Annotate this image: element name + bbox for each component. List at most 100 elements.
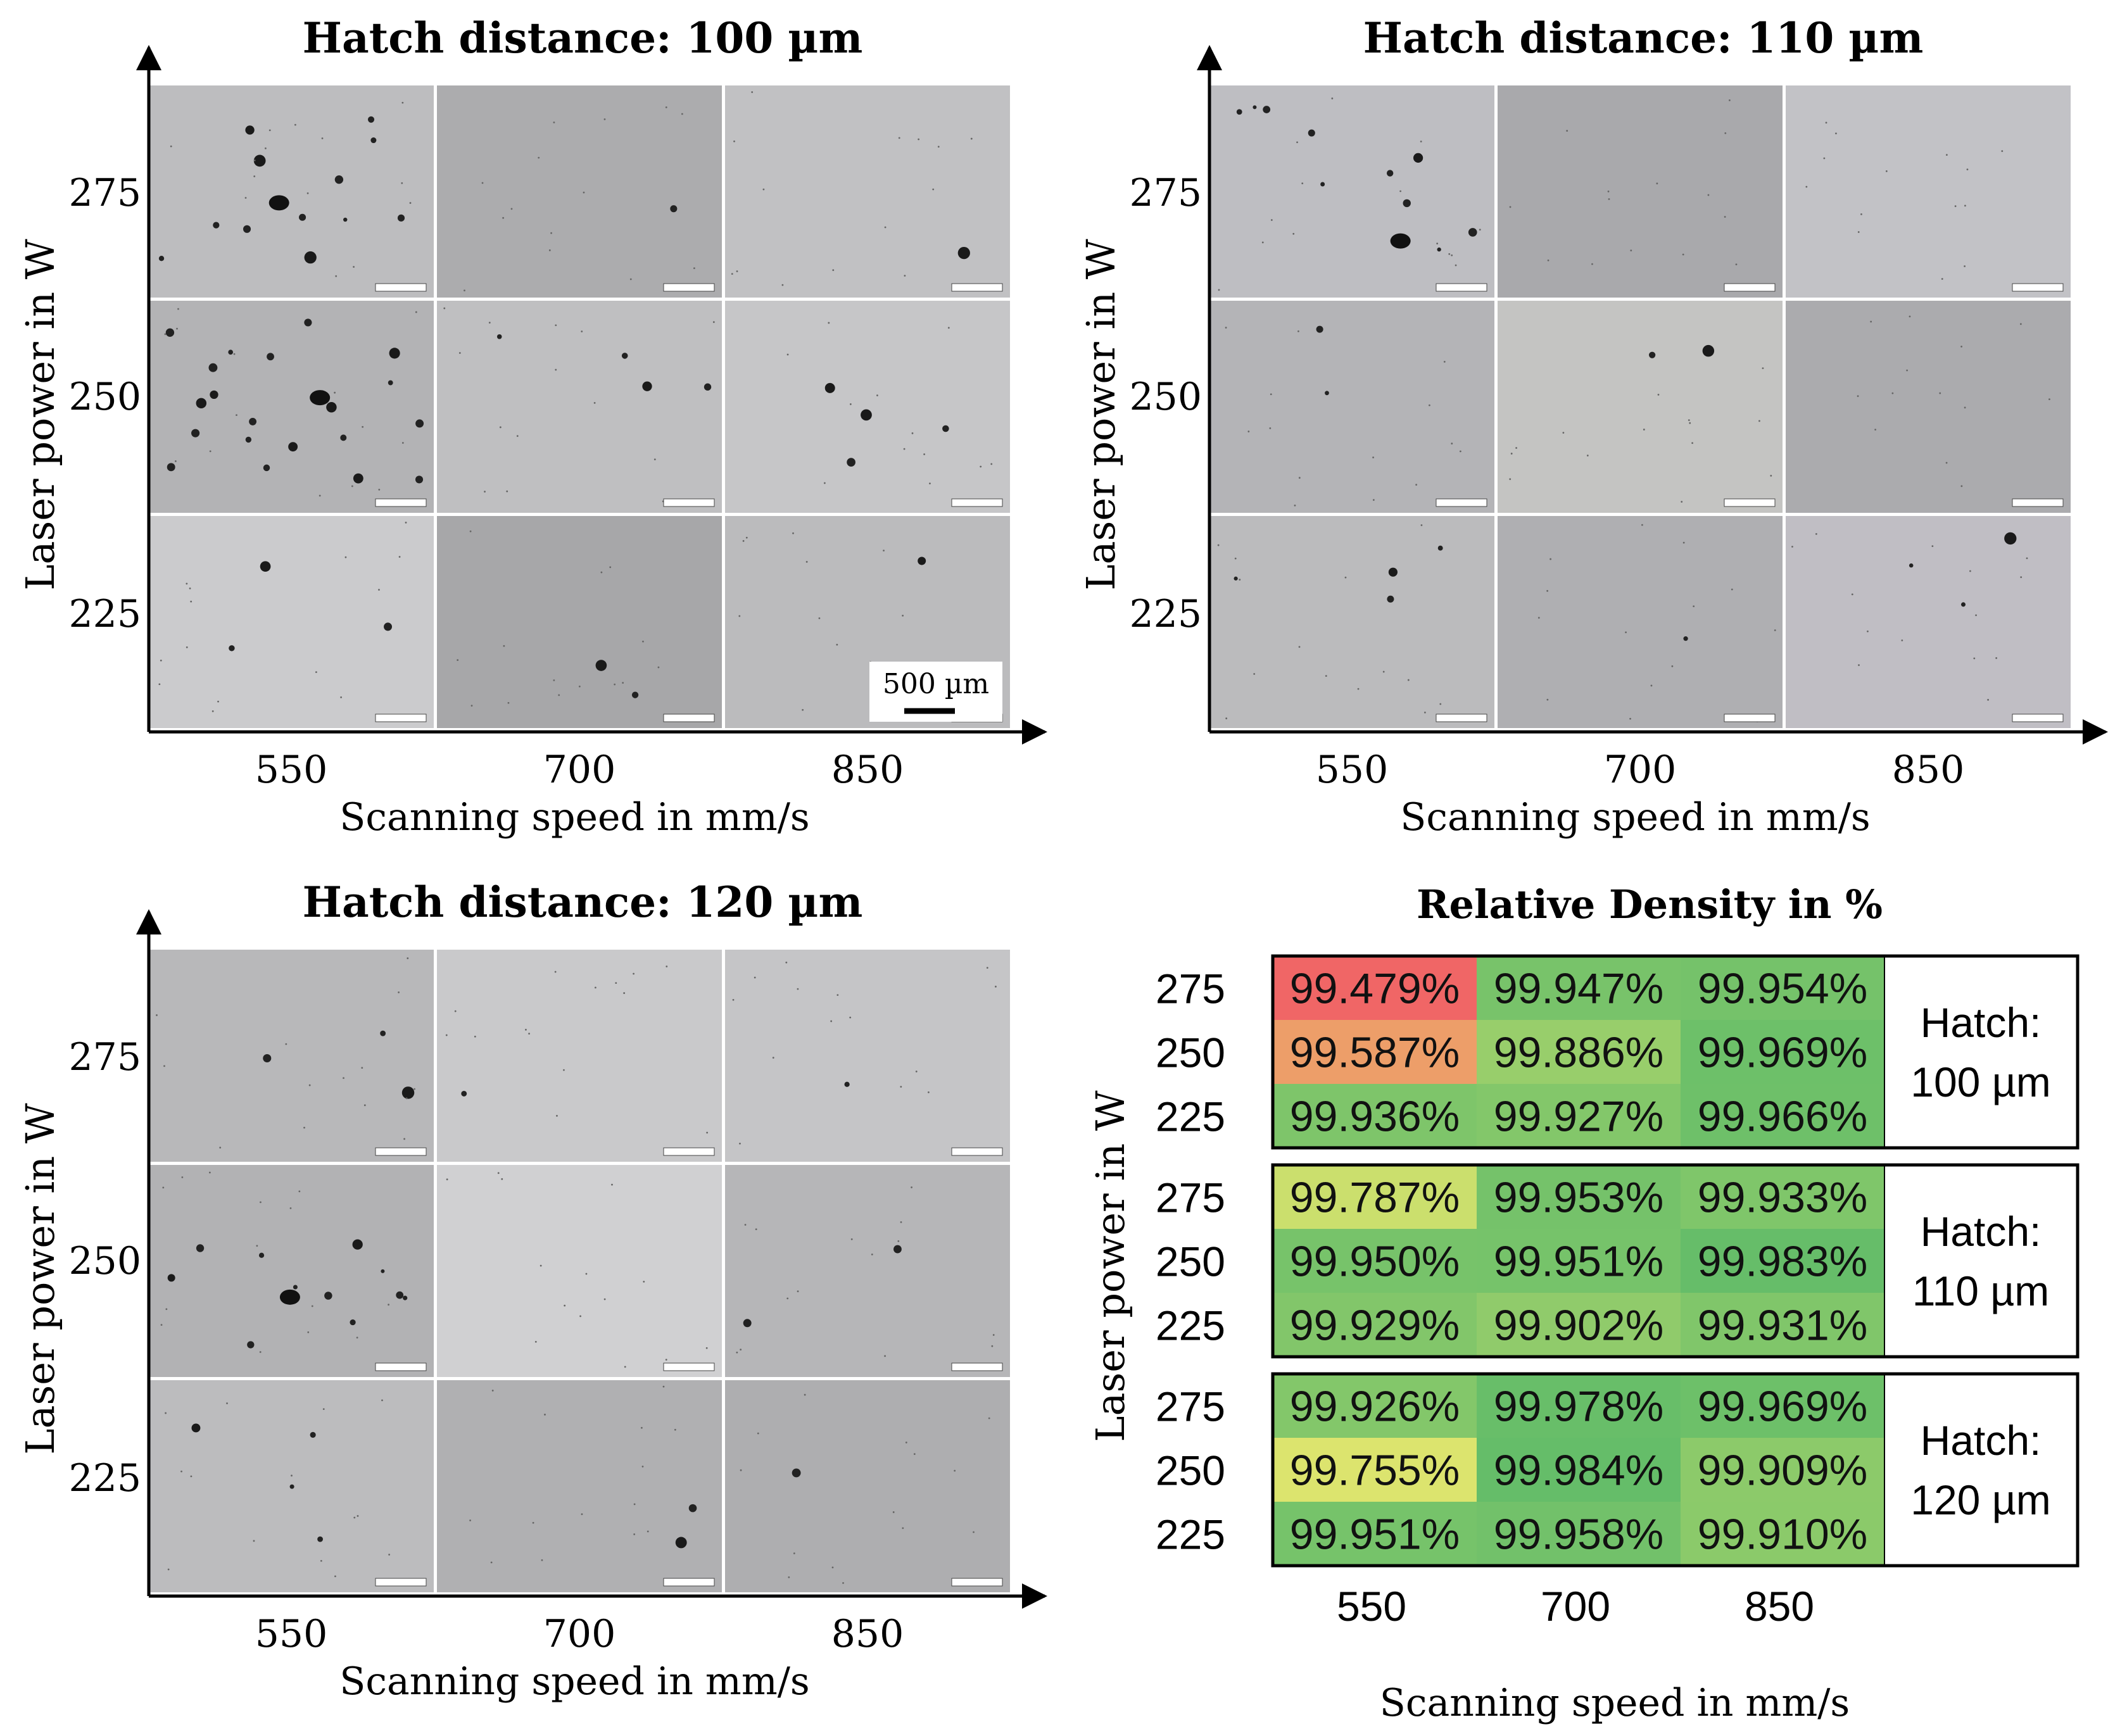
y-tick-label: 275 bbox=[1156, 965, 1225, 1012]
pore bbox=[704, 383, 712, 391]
pore bbox=[311, 1305, 313, 1307]
pore bbox=[1724, 132, 1727, 134]
pore bbox=[550, 232, 552, 234]
pore bbox=[226, 1402, 228, 1404]
pore bbox=[160, 1324, 163, 1326]
pore bbox=[247, 1341, 255, 1349]
micrograph-image bbox=[149, 1165, 434, 1377]
group-label: Hatch: bbox=[1921, 999, 2042, 1046]
scale-label-box bbox=[375, 1578, 427, 1587]
cell-value-label: 99.909% bbox=[1698, 1447, 1867, 1495]
pore bbox=[1234, 557, 1237, 560]
micrograph-background bbox=[725, 1380, 1010, 1592]
y-tick-label: 225 bbox=[1156, 1511, 1225, 1558]
micrograph-image bbox=[725, 1165, 1010, 1377]
micrograph-background bbox=[437, 301, 722, 513]
micrograph-image bbox=[1786, 85, 2071, 298]
pore bbox=[1870, 320, 1872, 323]
x-axis-title: Scanning speed in mm/s bbox=[1400, 795, 1870, 840]
pore bbox=[1316, 325, 1323, 333]
pore bbox=[279, 1289, 300, 1305]
pore bbox=[353, 266, 355, 268]
heatmap-cell bbox=[1681, 1502, 1884, 1566]
pore bbox=[745, 536, 748, 539]
pore bbox=[558, 694, 560, 696]
pore bbox=[308, 1084, 311, 1086]
pore bbox=[1995, 657, 1998, 659]
heatmap-cell bbox=[1273, 1374, 1477, 1438]
pore bbox=[304, 251, 317, 264]
micrograph-image bbox=[149, 85, 434, 298]
cell-value-label: 99.927% bbox=[1494, 1093, 1663, 1141]
heatmap-cell bbox=[1273, 956, 1477, 1020]
cell-value-label: 99.969% bbox=[1698, 1029, 1867, 1077]
pore bbox=[1325, 391, 1329, 396]
micrograph-background bbox=[725, 950, 1010, 1162]
pore bbox=[802, 708, 804, 711]
heatmap-cell bbox=[1273, 1438, 1477, 1502]
pore bbox=[818, 617, 821, 619]
pore bbox=[1261, 241, 1264, 244]
pore bbox=[1423, 712, 1426, 714]
pore bbox=[1901, 639, 1903, 641]
cell-value-label: 99.933% bbox=[1698, 1174, 1867, 1222]
cell-value-label: 99.479% bbox=[1290, 965, 1460, 1013]
pore bbox=[1270, 393, 1272, 396]
pore bbox=[469, 1519, 471, 1521]
pore bbox=[210, 390, 218, 399]
cell-value-label: 99.951% bbox=[1290, 1511, 1460, 1559]
pore bbox=[564, 1304, 566, 1307]
pore bbox=[1298, 477, 1301, 479]
x-tick-label: 700 bbox=[543, 748, 616, 792]
y-tick-label: 250 bbox=[1129, 375, 1202, 419]
pore bbox=[556, 1115, 558, 1117]
pore bbox=[1682, 541, 1685, 544]
micrograph-background bbox=[149, 1165, 434, 1377]
pore bbox=[1239, 579, 1241, 581]
pore bbox=[1294, 504, 1296, 506]
pore bbox=[624, 1366, 626, 1368]
pore bbox=[1217, 544, 1220, 546]
pore bbox=[488, 322, 491, 324]
y-tick-label: 275 bbox=[68, 1035, 141, 1079]
micrograph-panel-2: Hatch distance: 110 µm 275 250 225 550 700 850… bbox=[1078, 13, 2108, 840]
pore bbox=[1509, 206, 1512, 208]
pore bbox=[980, 465, 982, 468]
pore bbox=[454, 1010, 457, 1012]
pore bbox=[1964, 204, 1966, 207]
pore bbox=[1964, 265, 1966, 267]
pore bbox=[1731, 588, 1733, 591]
x-tick-label: 850 bbox=[831, 748, 904, 792]
pore bbox=[2001, 150, 2004, 153]
pore bbox=[792, 532, 794, 534]
cell-value-label: 99.966% bbox=[1698, 1093, 1867, 1141]
pore bbox=[1683, 636, 1688, 641]
pore bbox=[388, 1554, 391, 1556]
pore bbox=[1399, 190, 1402, 192]
pore bbox=[211, 710, 214, 712]
pore bbox=[303, 1126, 305, 1129]
pore bbox=[1906, 369, 1909, 372]
pore bbox=[942, 425, 949, 432]
pore bbox=[1960, 485, 1963, 487]
x-tick-label: 550 bbox=[1337, 1583, 1406, 1630]
pore bbox=[158, 683, 161, 686]
pore bbox=[1515, 447, 1517, 449]
pore bbox=[1448, 253, 1451, 255]
x-tick-label: 850 bbox=[831, 1612, 904, 1656]
pore bbox=[675, 1537, 687, 1549]
pore bbox=[306, 192, 309, 194]
cell-value-label: 99.910% bbox=[1698, 1511, 1867, 1559]
pore bbox=[990, 463, 993, 465]
x-tick-label: 550 bbox=[255, 1612, 328, 1656]
pore bbox=[407, 957, 409, 959]
pore bbox=[623, 992, 626, 994]
pore bbox=[496, 334, 502, 339]
pore bbox=[640, 1426, 643, 1429]
pore bbox=[1270, 219, 1273, 221]
y-axis-title: Laser power in W bbox=[17, 1103, 63, 1455]
micrograph-image bbox=[149, 301, 434, 513]
pore bbox=[458, 352, 461, 354]
pore bbox=[1688, 419, 1690, 422]
